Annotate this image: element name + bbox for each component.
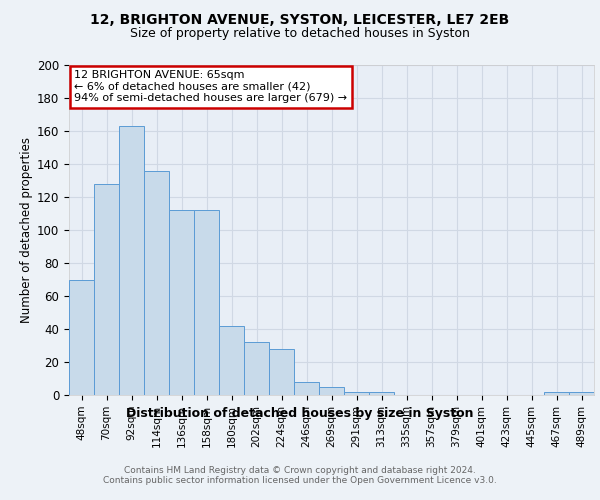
Bar [69,280,94,395]
Bar [544,392,569,395]
Bar [344,392,369,395]
Text: 12, BRIGHTON AVENUE, SYSTON, LEICESTER, LE7 2EB: 12, BRIGHTON AVENUE, SYSTON, LEICESTER, … [91,12,509,26]
Bar [169,210,194,395]
Bar [269,349,294,395]
Bar [144,170,169,395]
Bar [244,342,269,395]
Bar [369,392,394,395]
Text: Size of property relative to detached houses in Syston: Size of property relative to detached ho… [130,28,470,40]
Text: Contains HM Land Registry data © Crown copyright and database right 2024.: Contains HM Land Registry data © Crown c… [124,466,476,475]
Bar [219,326,244,395]
Bar [319,387,344,395]
Text: 12 BRIGHTON AVENUE: 65sqm
← 6% of detached houses are smaller (42)
94% of semi-d: 12 BRIGHTON AVENUE: 65sqm ← 6% of detach… [74,70,347,103]
Bar [294,382,319,395]
Bar [569,392,594,395]
Bar [94,184,119,395]
Y-axis label: Number of detached properties: Number of detached properties [20,137,33,323]
Text: Distribution of detached houses by size in Syston: Distribution of detached houses by size … [126,408,474,420]
Text: Contains public sector information licensed under the Open Government Licence v3: Contains public sector information licen… [103,476,497,485]
Bar [119,126,144,395]
Bar [194,210,219,395]
